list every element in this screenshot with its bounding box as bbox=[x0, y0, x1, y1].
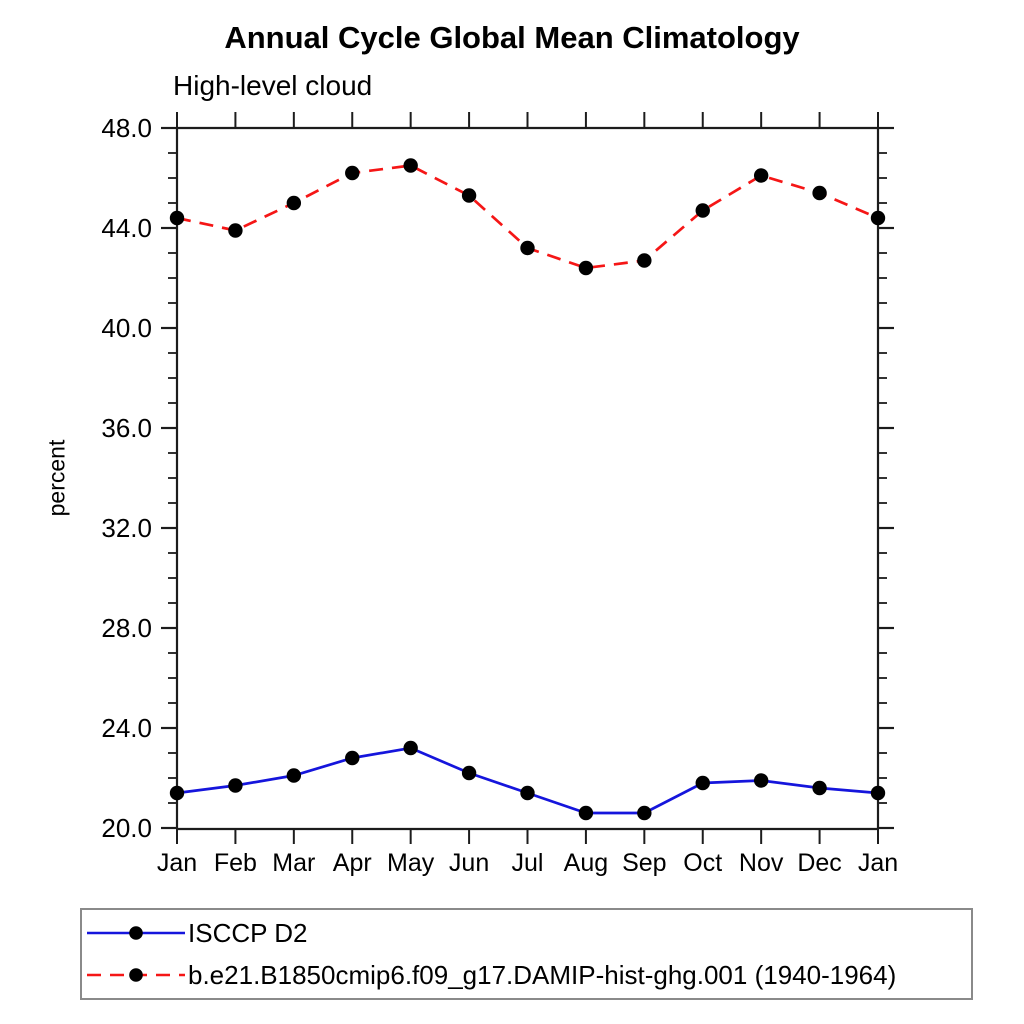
series-line bbox=[176, 746, 879, 815]
y-tick-label: 24.0 bbox=[101, 713, 152, 743]
y-tick-label: 48.0 bbox=[101, 113, 152, 143]
data-point-marker bbox=[812, 780, 827, 796]
data-point-marker bbox=[695, 775, 710, 791]
data-point-marker bbox=[637, 253, 652, 268]
chart-subtitle: High-level cloud bbox=[173, 70, 373, 101]
legend-label: ISCCP D2 bbox=[188, 918, 308, 948]
data-point-marker bbox=[520, 240, 535, 256]
data-point-marker bbox=[228, 223, 243, 238]
legend-entry-model-run: b.e21.B1850cmip6.f09_g17.DAMIP-hist-ghg.… bbox=[84, 955, 971, 995]
x-tick-label: Dec bbox=[797, 849, 841, 877]
axes-frame bbox=[175, 126, 880, 831]
axis-ticks bbox=[161, 112, 894, 844]
x-tick-labels: Jan Feb Mar Apr May Jun Jul Aug Sep Oct Nov Dec Jan bbox=[157, 849, 898, 877]
data-point-marker bbox=[461, 188, 477, 203]
x-tick-label: Jan bbox=[157, 849, 197, 877]
y-tick-label: 20.0 bbox=[101, 813, 152, 843]
legend-marker-dot bbox=[129, 926, 143, 940]
y-tick-label: 40.0 bbox=[101, 313, 152, 343]
series-isccp-d2 bbox=[169, 740, 886, 821]
data-point-marker bbox=[812, 185, 827, 201]
legend-entry-isccp-d2: ISCCP D2 bbox=[84, 913, 971, 953]
x-tick-label: Aug bbox=[564, 849, 608, 877]
x-tick-label: Feb bbox=[214, 849, 257, 877]
legend-solid-line-sample bbox=[87, 926, 185, 940]
x-tick-label: Jun bbox=[449, 849, 489, 877]
x-tick-label: Sep bbox=[622, 849, 666, 877]
data-point-marker bbox=[403, 740, 418, 756]
data-point-marker bbox=[345, 165, 360, 181]
data-point-marker bbox=[870, 210, 886, 226]
y-tick-label: 36.0 bbox=[101, 413, 152, 443]
series-model-run bbox=[169, 158, 886, 276]
data-point-marker bbox=[637, 805, 652, 821]
data-point-marker bbox=[520, 785, 535, 801]
data-point-marker bbox=[578, 805, 594, 821]
data-point-marker bbox=[228, 778, 243, 793]
legend-dashed-line-sample bbox=[87, 968, 185, 982]
y-tick-label: 32.0 bbox=[101, 513, 152, 543]
y-tick-label: 28.0 bbox=[101, 613, 152, 643]
x-tick-label: May bbox=[387, 849, 435, 877]
data-point-marker bbox=[695, 203, 710, 218]
data-point-marker bbox=[870, 785, 886, 801]
legend-label: b.e21.B1850cmip6.f09_g17.DAMIP-hist-ghg.… bbox=[188, 960, 897, 990]
x-tick-label: Nov bbox=[739, 849, 784, 877]
data-point-marker bbox=[286, 195, 302, 211]
data-point-marker bbox=[286, 768, 302, 783]
x-tick-label: Jan bbox=[858, 849, 898, 877]
y-tick-label: 44.0 bbox=[101, 213, 152, 243]
data-point-marker bbox=[169, 785, 185, 801]
x-tick-label: Oct bbox=[683, 849, 722, 877]
data-point-marker bbox=[578, 260, 594, 276]
data-point-marker bbox=[345, 750, 360, 766]
x-tick-label: Mar bbox=[272, 849, 315, 877]
data-point-marker bbox=[169, 210, 185, 226]
legend-marker-dot bbox=[129, 968, 143, 982]
x-tick-label: Apr bbox=[333, 849, 372, 877]
legend: ISCCP D2 b.e21.B1850cmip6.f09_g17.DAMIP-… bbox=[80, 908, 973, 1000]
y-tick-labels: 20.0 24.0 28.0 32.0 36.0 40.0 44.0 48.0 bbox=[101, 113, 152, 843]
data-point-marker bbox=[753, 168, 769, 183]
chart-title: Annual Cycle Global Mean Climatology bbox=[224, 20, 800, 55]
x-tick-label: Jul bbox=[512, 849, 544, 877]
data-point-marker bbox=[753, 773, 769, 788]
data-point-marker bbox=[461, 765, 477, 781]
data-point-marker bbox=[403, 158, 418, 173]
